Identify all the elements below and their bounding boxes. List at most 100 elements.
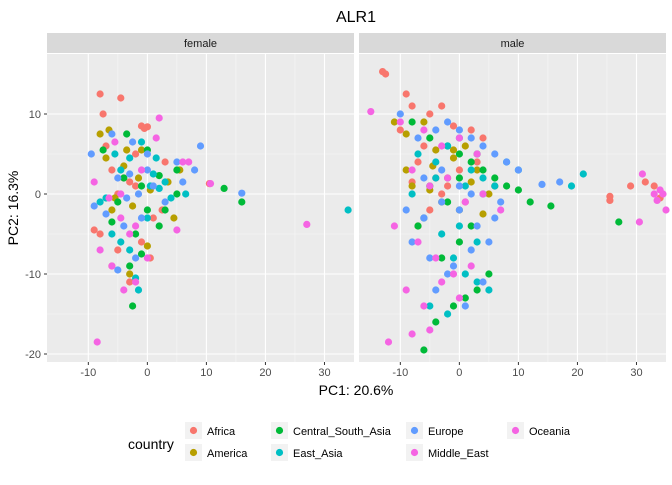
data-point-europe [479, 278, 487, 286]
data-point-middle-east [93, 338, 101, 346]
data-point-middle-east [455, 134, 463, 142]
data-point-europe [120, 222, 128, 230]
data-point-europe [420, 174, 428, 182]
y-axis: -20 -10 0 10 [25, 109, 47, 361]
data-point-central-south-asia [438, 254, 446, 262]
data-point-middle-east [132, 278, 140, 286]
data-point-africa [149, 214, 157, 222]
data-point-east-asia [111, 150, 119, 158]
data-point-africa [96, 230, 104, 238]
data-point-central-south-asia [449, 302, 458, 310]
data-point-europe [402, 206, 410, 214]
data-point-africa [396, 126, 404, 134]
data-point-africa [117, 94, 125, 102]
data-point-africa [126, 178, 134, 186]
data-point-europe [503, 158, 511, 166]
data-point-africa [408, 102, 416, 110]
data-point-central-south-asia [444, 198, 452, 206]
data-point-africa [402, 90, 410, 98]
data-point-middle-east [126, 230, 134, 238]
data-point-central-south-asia [126, 262, 134, 270]
data-point-africa [414, 158, 422, 166]
x-tick-label: 0 [456, 367, 462, 379]
x-axis-label: PC1: 20.6% [319, 382, 394, 398]
data-point-east-asia [455, 222, 463, 230]
data-point-europe [449, 262, 458, 270]
x-axis: -10 0 10 20 30 -10 0 10 20 30 [80, 362, 643, 379]
panel-background-female [47, 54, 354, 362]
data-point-central-south-asia [220, 184, 228, 192]
data-point-africa [132, 150, 140, 158]
data-point-middle-east [479, 190, 487, 198]
strip-female [47, 33, 354, 53]
data-point-america [485, 190, 493, 198]
data-point-europe [455, 126, 463, 134]
data-point-central-south-asia [455, 238, 463, 246]
data-point-europe [108, 130, 116, 138]
data-point-europe [479, 142, 487, 150]
data-point-central-south-asia [461, 294, 469, 302]
x-tick-label: -10 [80, 367, 96, 379]
data-point-east-asia [567, 182, 576, 190]
data-point-africa [161, 158, 169, 166]
data-point-east-asia [467, 166, 475, 174]
data-point-east-asia [117, 166, 125, 174]
data-point-central-south-asia [615, 218, 623, 226]
x-tick-label: 30 [630, 367, 642, 379]
data-point-europe [556, 178, 564, 186]
legend-swatch-middle-east [410, 448, 419, 457]
data-point-central-south-asia [514, 186, 523, 194]
data-point-east-asia [579, 170, 587, 178]
data-point-europe [102, 210, 110, 218]
data-point-east-asia [167, 194, 175, 202]
y-axis-label: PC2: 16.3% [5, 171, 21, 246]
data-point-europe [149, 182, 157, 190]
data-point-america [102, 154, 110, 162]
legend-label: Oceania [529, 426, 571, 438]
data-point-europe [467, 190, 475, 198]
x-tick-label: 0 [144, 367, 150, 379]
data-point-east-asia [152, 154, 160, 162]
data-point-america [461, 142, 469, 150]
x-tick-label: 20 [259, 367, 271, 379]
data-point-middle-east [408, 166, 416, 174]
chart-title: ALR1 [336, 9, 376, 26]
data-point-europe [161, 198, 169, 206]
data-point-africa [420, 142, 428, 150]
data-point-middle-east [367, 108, 375, 116]
data-point-america [432, 146, 440, 154]
data-point-europe [491, 214, 499, 222]
legend-swatch-central-south-asia [275, 426, 284, 435]
data-point-europe [467, 246, 475, 254]
data-point-america [390, 118, 398, 126]
legend-title: country [128, 436, 174, 452]
legend-label: East_Asia [293, 448, 343, 460]
data-point-europe [461, 302, 469, 310]
data-point-europe [455, 206, 463, 214]
data-point-america [96, 130, 104, 138]
data-point-middle-east [473, 150, 481, 158]
data-point-africa [473, 158, 481, 166]
data-point-east-asia [134, 286, 143, 294]
x-tick-label: 30 [318, 367, 330, 379]
data-point-central-south-asia [491, 174, 499, 182]
panel-male: male [359, 33, 670, 362]
data-point-east-asia [432, 174, 440, 182]
data-point-middle-east [90, 178, 98, 186]
data-point-middle-east [185, 158, 193, 166]
data-point-middle-east [426, 326, 434, 334]
data-point-central-south-asia [473, 286, 481, 294]
data-point-africa [114, 246, 122, 254]
x-tick-label: 10 [200, 367, 212, 379]
data-point-central-south-asia [526, 198, 534, 206]
data-point-central-south-asia [455, 150, 463, 158]
data-point-africa [641, 178, 649, 186]
data-point-europe [426, 254, 434, 262]
data-point-america [479, 210, 487, 218]
data-point-central-south-asia [161, 206, 169, 214]
data-point-oceania [206, 180, 215, 188]
data-point-america [143, 242, 151, 250]
data-point-europe [132, 254, 140, 262]
data-point-middle-east [152, 134, 160, 142]
data-point-africa [444, 182, 452, 190]
